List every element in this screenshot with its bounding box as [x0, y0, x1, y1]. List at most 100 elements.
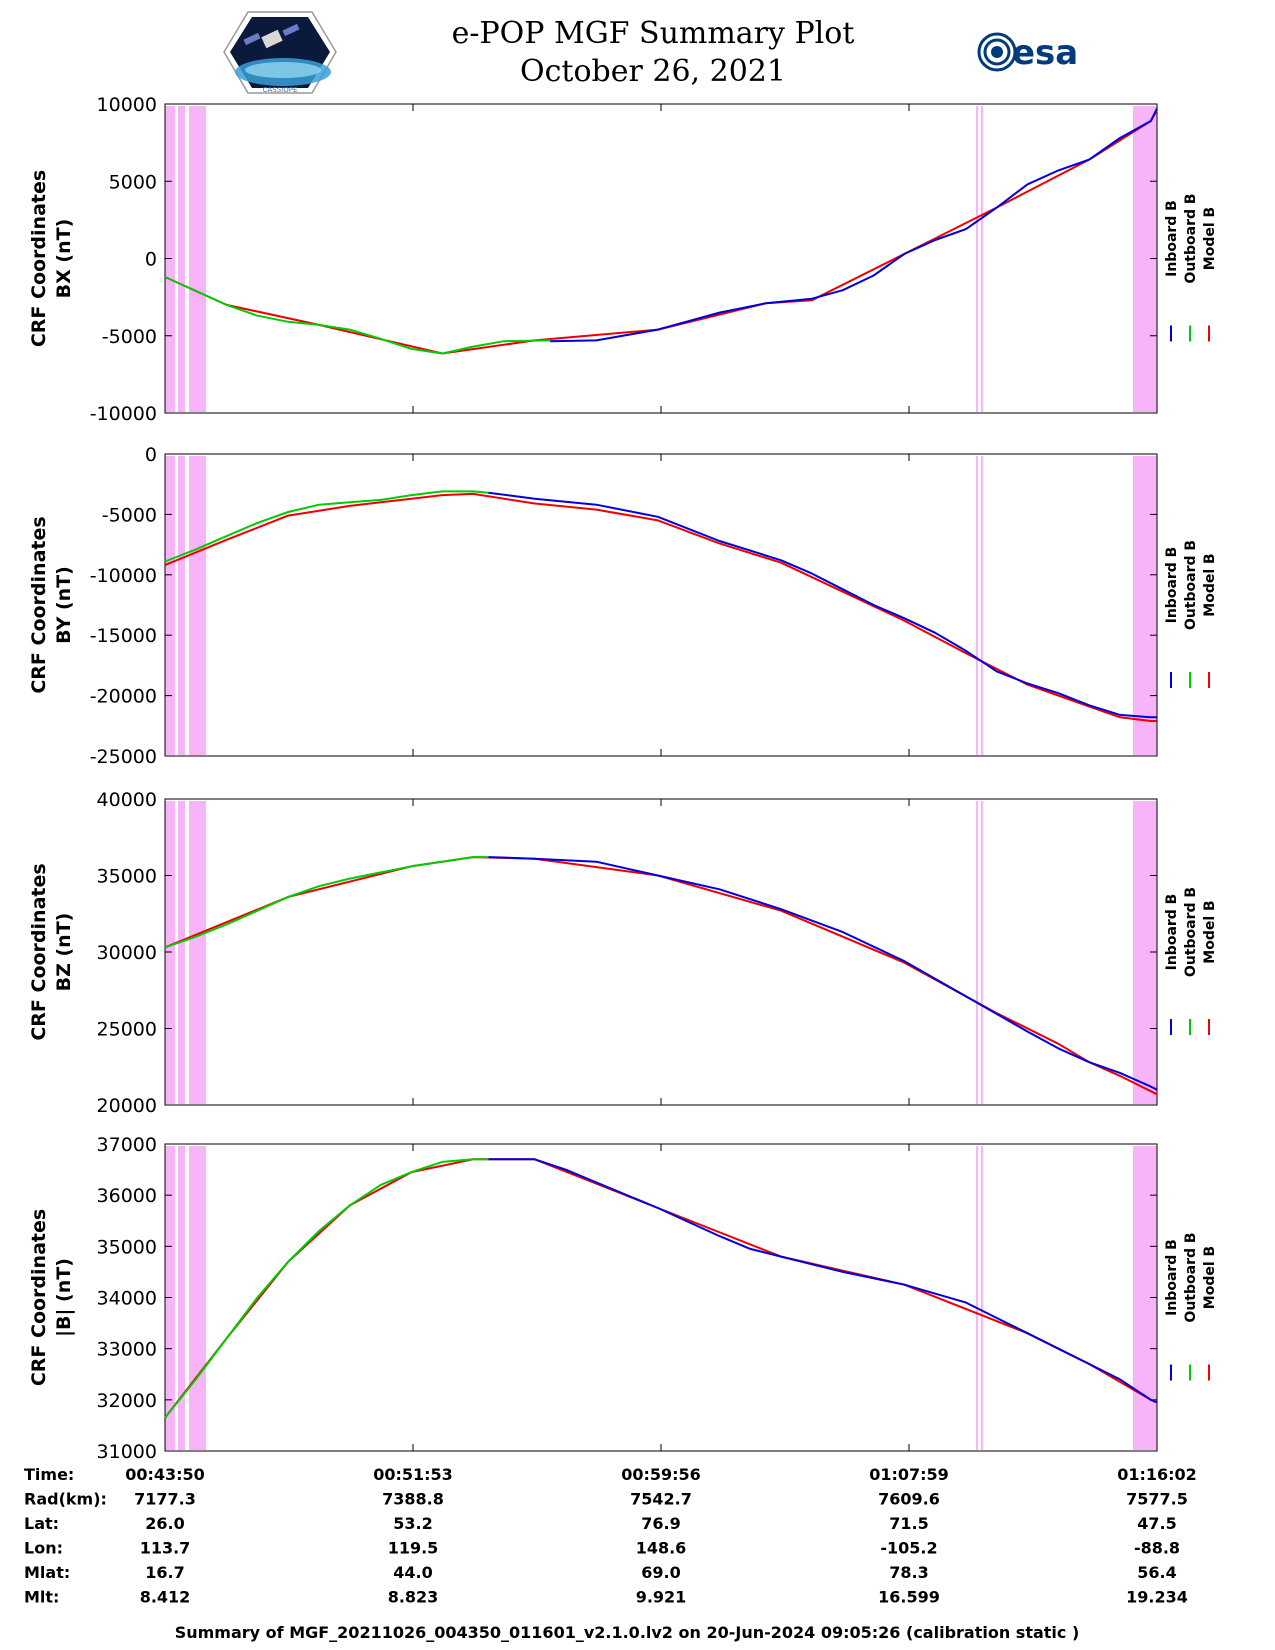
legend-label: Outboard B — [1183, 887, 1199, 977]
series-line-outboard-b — [164, 1158, 489, 1419]
y-axis-label: BZ (nT) — [53, 913, 75, 992]
legend-label: Outboard B — [1183, 1232, 1199, 1322]
y-tick-label: 33000 — [97, 1339, 157, 1361]
data-gap-band — [189, 106, 206, 412]
y-axis-label: CRF Coordinates — [28, 516, 50, 693]
series-line-model-b — [164, 1158, 1158, 1419]
y-axis-label: BX (nT) — [53, 219, 75, 299]
table-cell: 7609.6 — [878, 1490, 940, 1509]
table-row-label: Lon: — [24, 1539, 63, 1558]
y-tick-label: 35000 — [97, 1236, 157, 1258]
y-tick-label: -15000 — [90, 625, 157, 647]
y-tick-label: 34000 — [97, 1288, 157, 1310]
data-gap-band — [976, 1146, 978, 1450]
y-tick-label: -20000 — [90, 686, 157, 708]
legend-label: Inboard B — [1164, 894, 1180, 971]
legend-label: Outboard B — [1183, 540, 1199, 630]
y-tick-label: 25000 — [97, 1019, 157, 1041]
legend-label: Inboard B — [1164, 1239, 1180, 1316]
data-gap-band — [189, 1146, 206, 1450]
table-cell: 00:43:50 — [125, 1465, 205, 1484]
series-line-inboard-b — [488, 1158, 1158, 1404]
table-cell: 113.7 — [140, 1539, 191, 1558]
plot-title: e-POP MGF Summary Plot — [452, 16, 855, 51]
y-tick-label: -5000 — [102, 326, 157, 348]
y-tick-label: -10000 — [90, 403, 157, 425]
y-tick-label: 5000 — [109, 171, 157, 193]
y-tick-label: 35000 — [97, 866, 157, 888]
panel-1: -10000 -5000 0 5000 10000 CRF Coordinates BX (… — [28, 94, 1218, 425]
y-tick-label: -5000 — [102, 504, 157, 526]
table-row-label: Mlat: — [24, 1563, 70, 1582]
table-cell: 56.4 — [1137, 1563, 1176, 1582]
table-cell: 00:59:56 — [621, 1465, 701, 1484]
y-tick-label: -10000 — [90, 565, 157, 587]
legend-label: Model B — [1202, 553, 1218, 616]
table-cell: -105.2 — [880, 1539, 937, 1558]
table-cell: 7577.5 — [1126, 1490, 1188, 1509]
legend-label: Outboard B — [1183, 193, 1199, 283]
table-cell: 76.9 — [641, 1514, 680, 1533]
table-row-label: Mlt: — [24, 1588, 59, 1607]
y-tick-label: -25000 — [90, 746, 157, 768]
table-cell: 19.234 — [1126, 1588, 1188, 1607]
panel-4: 31000 32000 33000 34000 35000 36000 37000 CRF C… — [28, 1134, 1218, 1463]
y-axis-label: CRF Coordinates — [28, 1209, 50, 1386]
series-line-outboard-b — [164, 856, 489, 949]
y-tick-label: 30000 — [97, 942, 157, 964]
y-tick-label: 40000 — [97, 789, 157, 811]
y-axis-label: |B| (nT) — [53, 1258, 75, 1337]
data-gap-band — [981, 456, 983, 755]
table-cell: 78.3 — [889, 1563, 928, 1582]
series-line-outboard-b — [164, 490, 489, 563]
data-gap-band — [178, 1146, 185, 1450]
table-cell: 7542.7 — [630, 1490, 692, 1509]
data-gap-band — [178, 456, 185, 755]
footer-summary: Summary of MGF_20211026_004350_011601_v2… — [175, 1623, 1080, 1642]
y-tick-label: 36000 — [97, 1185, 157, 1207]
plot-frame — [164, 103, 1158, 414]
legend-label: Model B — [1202, 207, 1218, 270]
y-tick-label: 0 — [145, 249, 157, 271]
plot-date: October 26, 2021 — [520, 54, 786, 89]
table-cell: 53.2 — [393, 1514, 432, 1533]
table-cell: 148.6 — [636, 1539, 687, 1558]
series-line-inboard-b — [488, 491, 1157, 719]
ephemeris-table: Time: Rad(km): Lat: Lon: Mlat: Mlt: 00:43:50 71… — [24, 1465, 1197, 1607]
series-line-inboard-b — [550, 108, 1158, 343]
series-line-model-b — [164, 492, 1157, 722]
table-cell: 44.0 — [393, 1563, 432, 1582]
table-cell: 00:51:53 — [373, 1465, 453, 1484]
y-tick-label: 31000 — [97, 1441, 157, 1463]
table-cell: 8.412 — [140, 1588, 191, 1607]
y-tick-label: 32000 — [97, 1390, 157, 1412]
esa-logo-text: esa — [1012, 33, 1078, 73]
plot-frame — [164, 798, 1158, 1106]
table-cell: 7177.3 — [134, 1490, 196, 1509]
data-gap-band — [178, 801, 185, 1104]
table-cell: 7388.8 — [382, 1490, 444, 1509]
series-line-inboard-b — [488, 856, 1158, 1091]
data-gap-band — [189, 456, 206, 755]
table-cell: 26.0 — [145, 1514, 184, 1533]
table-cell: 01:16:02 — [1117, 1465, 1197, 1484]
table-cell: 71.5 — [889, 1514, 928, 1533]
esa-logo: esa — [977, 32, 1078, 73]
data-gap-band — [178, 106, 185, 412]
y-axis-label: BY (nT) — [53, 566, 75, 644]
panel-2: -25000 -20000 -15000 -10000 -5000 0 CRF Coordi… — [28, 444, 1218, 768]
data-gap-band — [981, 106, 983, 412]
series-line-model-b — [164, 109, 1158, 355]
legend-label: Model B — [1202, 1246, 1218, 1309]
data-gap-band — [981, 801, 983, 1104]
table-row-label: Lat: — [24, 1514, 59, 1533]
data-gap-band — [189, 801, 206, 1104]
panel-3: 20000 25000 30000 35000 40000 CRF Coordinates… — [28, 789, 1218, 1117]
legend-label: Model B — [1202, 900, 1218, 963]
table-cell: 9.921 — [636, 1588, 687, 1607]
y-tick-label: 0 — [145, 444, 157, 466]
y-axis-label: CRF Coordinates — [28, 170, 50, 347]
data-gap-band — [165, 456, 175, 755]
data-gap-band — [976, 106, 978, 412]
